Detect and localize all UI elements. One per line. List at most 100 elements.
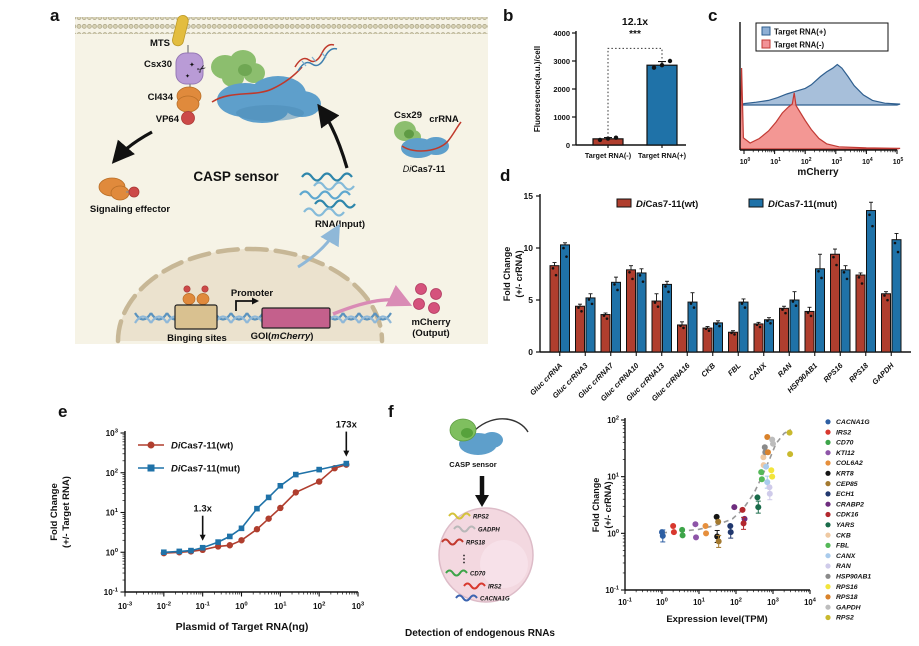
- data-point: [692, 306, 696, 309]
- crrna-label: crRNA: [429, 114, 459, 125]
- data-point: [277, 482, 284, 489]
- dicas711-label: DiCas7-11: [403, 164, 446, 174]
- bar: [585, 297, 596, 353]
- panel-f-legend: CACNA1G IRS2 CD70 KTI12 COL6A2 KRT8 CEP85 ECH1 C…: [825, 419, 871, 622]
- scatter-point: [760, 454, 767, 461]
- data-point: [277, 504, 284, 512]
- scatter-point: [731, 504, 738, 511]
- data-point: [809, 314, 813, 318]
- x-tick-label: Target RNA(-): [585, 151, 632, 160]
- fold-change-annotation: 173x: [336, 420, 358, 431]
- rna-wave: [448, 512, 471, 520]
- legend-gene-label: RPS18: [836, 594, 858, 601]
- data-point: [265, 494, 272, 501]
- data-point: [638, 274, 642, 277]
- data-point: [587, 298, 591, 301]
- x-tick-label: FBL: [726, 361, 743, 378]
- scatter-point: [769, 473, 776, 480]
- axis-tick-label: 101: [693, 598, 705, 607]
- bar: [891, 239, 902, 353]
- data-point: [590, 302, 594, 306]
- axis-tick-label: 101: [106, 508, 119, 517]
- scatter-point: [703, 530, 710, 537]
- axis-tick-label: 10-1: [605, 586, 619, 595]
- crrna-strand: [401, 121, 462, 152]
- nucleus-border: [115, 246, 385, 344]
- axis-tick-label: 102: [607, 416, 619, 425]
- data-point: [199, 544, 206, 551]
- y-tick-label: 15: [524, 191, 534, 201]
- data-point: [682, 326, 685, 330]
- x-tick-label: GAPDH: [870, 361, 896, 387]
- binding-sites-label: Binging sites: [167, 333, 227, 344]
- rna-wave: [441, 538, 464, 546]
- legend-dot: [825, 573, 831, 579]
- legend-dot: [825, 584, 831, 590]
- legend-dot: [825, 439, 831, 445]
- x-tick-label: Target RNA(+): [638, 151, 687, 160]
- scatter-point: [755, 504, 762, 511]
- scatter-point: [768, 467, 775, 474]
- legend-gene-label: YARS: [836, 522, 855, 529]
- axis-tick-label: 100: [235, 602, 248, 611]
- y-tick-label: 0: [528, 347, 533, 357]
- legend-gene-label: IRS2: [836, 429, 851, 436]
- membrane: [75, 17, 488, 34]
- gene-label: RPS18: [466, 541, 486, 547]
- legend-marker: [147, 441, 155, 449]
- axis-tick-label: 10-1: [104, 588, 119, 597]
- goi-label: GOI(mCherry): [251, 331, 314, 342]
- csx29-main-blob: [211, 50, 265, 87]
- binding-sites-shape: [174, 285, 218, 330]
- data-point: [565, 255, 568, 258]
- data-point: [820, 276, 823, 280]
- panel-f: CASP sensor RPS2GADPHRPS18⋮CD70IRS2CACNA…: [405, 416, 871, 639]
- data-point: [730, 331, 733, 335]
- bar: [651, 300, 662, 353]
- data-point: [883, 294, 886, 297]
- legend-gene-label: KRT8: [836, 471, 854, 478]
- panel-label-f: f: [388, 402, 394, 421]
- data-point: [715, 322, 718, 326]
- axis-tick-label: 105: [893, 157, 904, 166]
- data-point: [817, 269, 820, 273]
- panel-b-bar-chart: 0 1000 2000 3000 4000 Fluorescence(a.u.)/cell…: [533, 16, 687, 160]
- legend-label: DiCas7-11(wt): [171, 441, 233, 452]
- data-point: [577, 306, 580, 309]
- csx30-label: Csx30: [144, 59, 172, 70]
- legend-dot: [825, 501, 831, 507]
- signaling-effector-shape: [98, 177, 140, 201]
- data-point: [835, 263, 838, 267]
- panel-label-d: d: [500, 166, 511, 185]
- data-point: [253, 526, 261, 533]
- legend-label: Target RNA(+): [774, 28, 826, 37]
- cell-gene-list: RPS2 GADPH RPS18 ⋮ CD70 IRS2 CACNA1G: [441, 512, 510, 603]
- legend-box: [755, 22, 889, 52]
- rna-wave: [453, 525, 476, 533]
- bar: [611, 281, 621, 353]
- crrna-line: [474, 418, 529, 433]
- legend-dot: [825, 522, 831, 528]
- rna-input-waves: [299, 172, 356, 217]
- vp64-shape: [181, 111, 195, 125]
- legend-dot: [825, 594, 831, 600]
- x-tick-label: RAN: [776, 361, 794, 379]
- data-point: [755, 323, 759, 327]
- histogram-area: [739, 67, 901, 150]
- data-point: [781, 308, 784, 311]
- data-point: [554, 273, 558, 277]
- significance-stars: ***: [629, 29, 641, 40]
- legend-swatch: [761, 26, 771, 36]
- axis-tick-label: 102: [313, 602, 326, 611]
- legend-gene-label: RPS16: [836, 584, 858, 591]
- vp64-label: VP64: [156, 114, 180, 125]
- bar: [779, 307, 789, 353]
- legend-dot: [825, 532, 831, 538]
- data-point: [641, 280, 645, 283]
- data-point: [832, 255, 835, 259]
- legend-gene-label: ECH1: [836, 491, 854, 498]
- rna-duplex: [294, 43, 338, 72]
- legend-gene-label: CKB: [836, 532, 851, 539]
- data-point: [743, 306, 747, 309]
- x-tick-label: CKB: [699, 361, 717, 379]
